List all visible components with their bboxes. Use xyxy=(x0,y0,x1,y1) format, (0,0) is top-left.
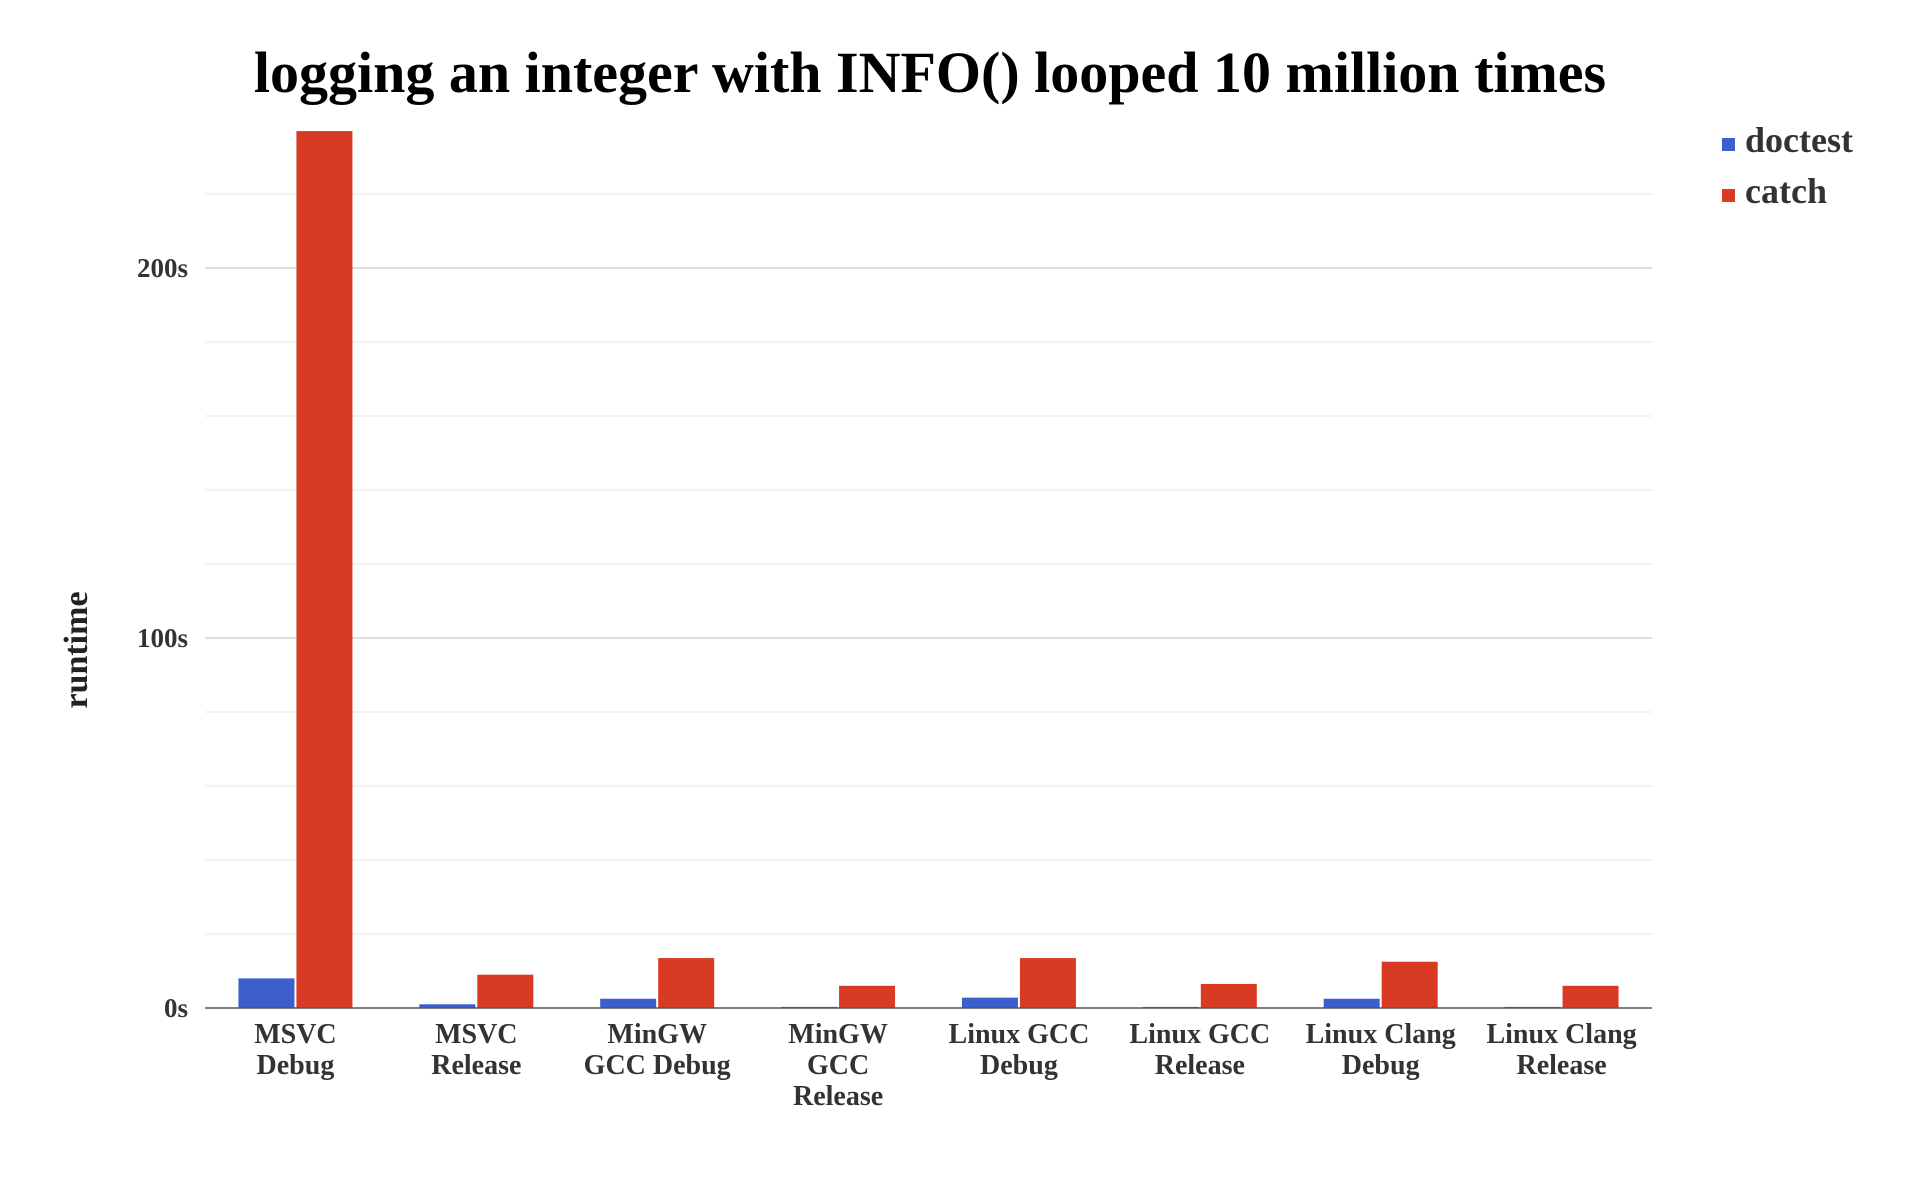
bar-catch xyxy=(296,131,353,1009)
legend-label-doctest: doctest xyxy=(1745,120,1853,160)
x-category-label: Linux GCC Release xyxy=(1129,1019,1270,1081)
x-category-label-line: MinGW xyxy=(788,1019,888,1050)
x-category-label: Linux Clang Release xyxy=(1486,1019,1636,1081)
x-category-label: MinGW GCC Release xyxy=(788,1019,888,1112)
x-category-label: MSVC Release xyxy=(431,1019,521,1081)
x-category-label-line: GCC Debug xyxy=(584,1050,731,1081)
bars xyxy=(238,131,1619,1009)
x-category-label: MSVC Debug xyxy=(254,1019,336,1081)
bar-catch xyxy=(839,985,896,1008)
bar-catch xyxy=(658,958,715,1008)
x-category-label-line: MSVC xyxy=(254,1019,336,1050)
bar-catch xyxy=(477,974,534,1008)
legend-label-catch: catch xyxy=(1745,171,1827,211)
chart-title: logging an integer with INFO() looped 10… xyxy=(254,40,1606,105)
grid-lines xyxy=(205,193,1652,935)
bar-catch xyxy=(1381,961,1438,1008)
x-category-label-line: Release xyxy=(793,1081,883,1112)
x-category-label-line: Release xyxy=(1516,1050,1606,1081)
x-category-label-line: Release xyxy=(1155,1050,1245,1081)
x-category-label: Linux GCC Debug xyxy=(949,1019,1090,1081)
x-category-label: MinGW GCC Debug xyxy=(584,1019,731,1081)
bar-doctest xyxy=(1323,998,1380,1008)
x-category-label-line: MSVC xyxy=(435,1019,517,1050)
x-category-label-line: Debug xyxy=(980,1050,1058,1081)
x-category-label-line: Debug xyxy=(257,1050,335,1081)
x-category-label-line: Linux GCC xyxy=(1129,1019,1270,1050)
legend-swatch-doctest xyxy=(1722,138,1735,151)
legend-swatch-catch xyxy=(1722,189,1735,202)
y-tick-label: 0s xyxy=(164,993,188,1023)
bar-catch xyxy=(1562,985,1619,1008)
x-category-label-line: Linux GCC xyxy=(949,1019,1090,1050)
x-category-label-line: Linux Clang xyxy=(1306,1019,1456,1050)
bar-doctest xyxy=(600,998,657,1008)
x-category-label-line: Debug xyxy=(1342,1050,1420,1081)
y-axis-label: runtime xyxy=(58,591,95,708)
x-category-label-line: GCC xyxy=(807,1050,869,1081)
x-category-label: Linux Clang Debug xyxy=(1306,1019,1456,1081)
y-tick-label: 200s xyxy=(137,253,188,283)
y-axis-ticks: 0s 100s 200s xyxy=(137,253,188,1023)
legend: doctest catch xyxy=(1722,120,1853,211)
x-category-label-line: Linux Clang xyxy=(1486,1019,1636,1050)
x-category-label-line: Release xyxy=(431,1050,521,1081)
bar-doctest xyxy=(961,997,1018,1008)
y-tick-label: 100s xyxy=(137,623,188,653)
bar-catch xyxy=(1200,983,1257,1008)
bar-doctest xyxy=(238,978,295,1008)
bar-doctest xyxy=(419,1004,476,1008)
bar-catch xyxy=(1019,958,1076,1008)
x-category-label-line: MinGW xyxy=(607,1019,707,1050)
